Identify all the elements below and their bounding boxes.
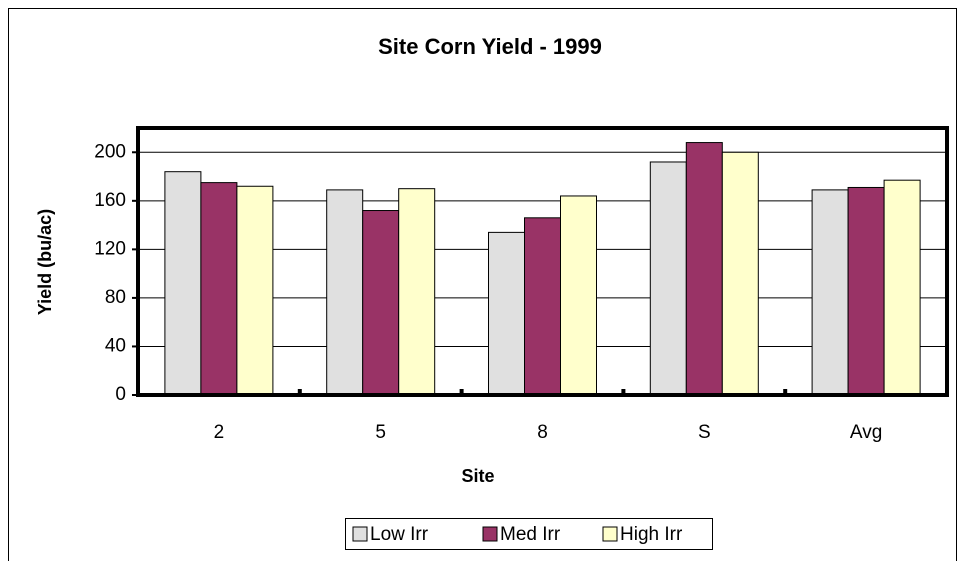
bar [721,151,759,396]
bar [847,186,885,396]
legend-swatch [482,526,498,542]
bar [164,171,202,396]
bar [524,217,561,396]
bar [811,189,849,396]
y-tick-label: 120 [94,238,126,259]
y-tick-label: 160 [94,190,126,211]
bar [398,188,436,396]
legend-label: High Irr [620,524,683,545]
plot-border [136,126,949,397]
x-tick-label: 5 [375,422,386,443]
legend-swatch [352,526,368,542]
y-tick-label: 200 [94,141,126,162]
chart-title: Site Corn Yield - 1999 [378,34,602,59]
x-axis-title: Site [461,466,494,486]
legend-box [345,518,713,550]
legend-swatch [602,526,618,542]
y-tick-label: 40 [105,335,126,356]
bar [488,231,525,396]
y-tick-label: 0 [115,384,126,405]
x-tick-label: 8 [537,422,548,443]
x-tick-label: Avg [850,422,882,443]
bar [236,185,274,396]
x-tick-label: S [698,422,711,443]
bar [326,189,364,396]
bar [200,182,238,396]
x-tick-label: 2 [214,422,225,443]
bar [883,179,921,396]
y-axis-title: Yield (bu/ac) [35,209,55,315]
bar [560,195,597,396]
legend-label: Low Irr [370,524,429,545]
legend-label: Med Irr [500,524,561,545]
bar [649,161,687,396]
bar [362,210,400,396]
y-tick-label: 80 [105,287,126,308]
bar [685,142,723,396]
